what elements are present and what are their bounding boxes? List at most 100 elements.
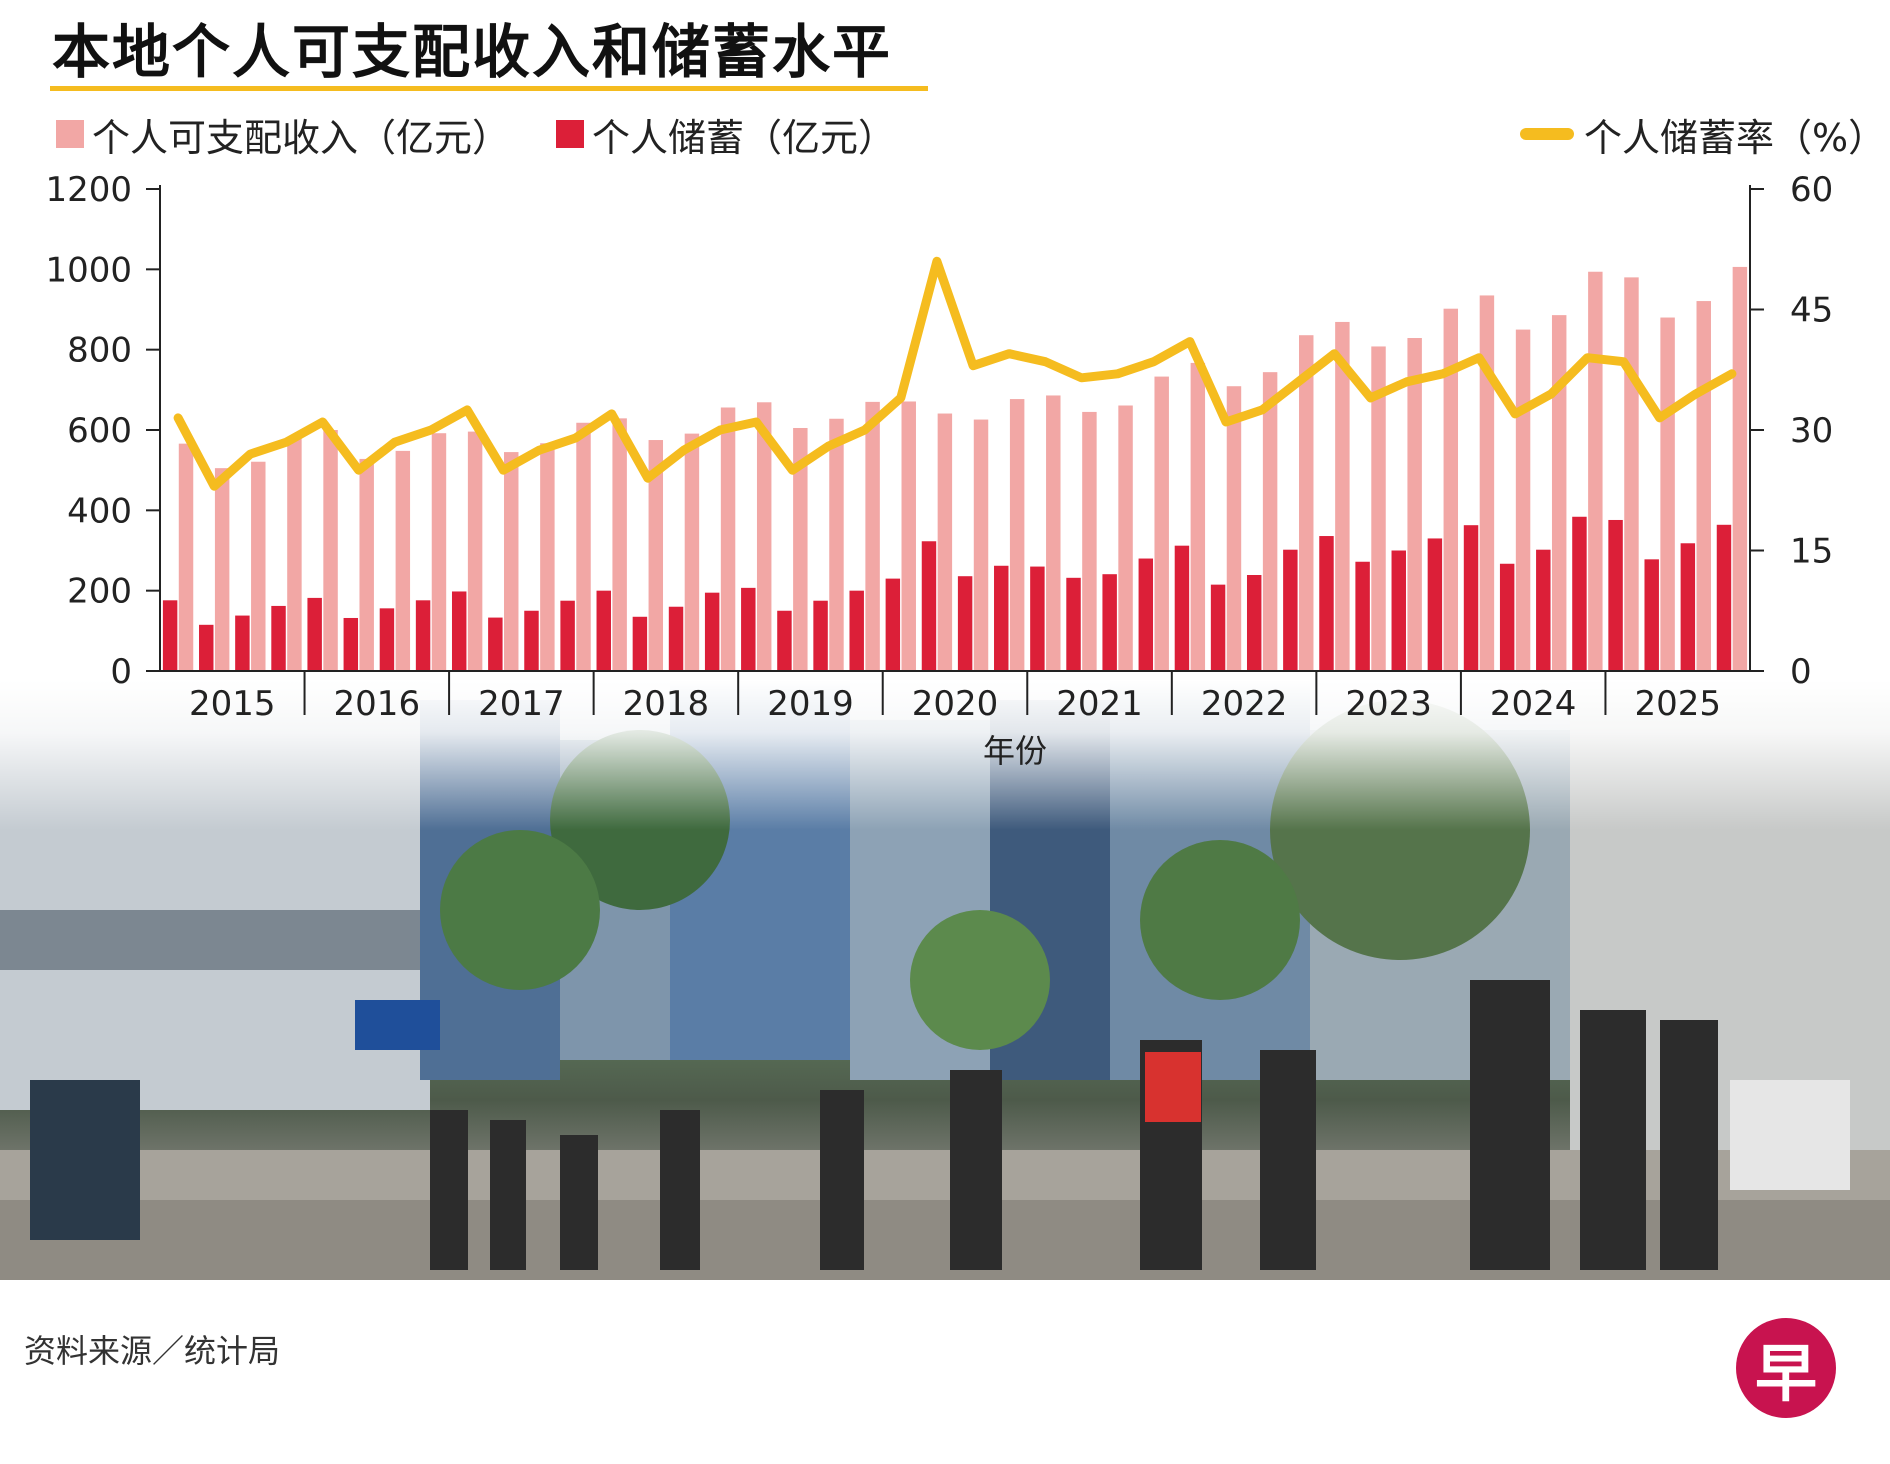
- bar-savings: [885, 578, 901, 671]
- bar-savings: [1608, 519, 1623, 671]
- bar-savings: [1138, 558, 1154, 671]
- x-tick-label: 2024: [1490, 684, 1577, 724]
- x-tick-label: 2019: [767, 684, 854, 724]
- left-tick-label: 0: [110, 652, 132, 692]
- bar-income: [937, 413, 953, 671]
- title-underline: [50, 86, 928, 91]
- bar-income: [1335, 321, 1350, 671]
- x-axis-label: 年份: [983, 732, 1047, 770]
- x-tick-label: 2023: [1345, 684, 1432, 724]
- right-tick-label: 45: [1790, 291, 1833, 331]
- bar-savings: [1644, 559, 1659, 671]
- x-tick-label: 2015: [189, 684, 276, 724]
- page-title: 本地个人可支配收入和储蓄水平: [52, 18, 893, 86]
- bar-savings: [957, 576, 973, 671]
- bar-savings: [777, 610, 792, 671]
- bar-income: [720, 407, 736, 671]
- bar-savings: [1391, 550, 1406, 671]
- bar-income: [973, 419, 989, 671]
- bar-income: [648, 440, 664, 671]
- bar-income: [1299, 335, 1314, 671]
- bar-savings: [1246, 575, 1262, 671]
- bar-savings: [813, 600, 828, 671]
- bar-income: [901, 401, 916, 671]
- bar-savings: [235, 615, 250, 671]
- legend-label-savings: 个人储蓄（亿元）: [592, 115, 897, 160]
- savings-chart: 0 200 400 600 800 1000 1200 0 15 30 45 60 2015 2016 20…: [45, 170, 1833, 770]
- bar-savings: [1283, 549, 1298, 671]
- right-tick-label: 15: [1790, 532, 1833, 572]
- bar-savings: [1572, 516, 1587, 671]
- bar-savings: [1030, 566, 1045, 671]
- bar-savings: [199, 624, 214, 671]
- right-tick-label: 30: [1790, 411, 1833, 451]
- bar-savings: [488, 617, 503, 671]
- bar-income: [1660, 317, 1675, 671]
- bar-income: [1262, 372, 1278, 671]
- bar-savings: [1536, 549, 1551, 671]
- x-tick-label: 2017: [478, 684, 565, 724]
- bar-income: [756, 402, 772, 671]
- bar-savings: [343, 617, 359, 671]
- bar-savings: [1102, 574, 1117, 671]
- bar-income: [1046, 395, 1061, 671]
- legend-label-rate: 个人储蓄率（%）: [1584, 115, 1887, 160]
- bar-income: [1515, 329, 1531, 671]
- legend-item-income: 个人可支配收入（亿元）: [56, 112, 510, 160]
- bar-income: [1407, 338, 1422, 671]
- x-tick-label: 2020: [912, 684, 999, 724]
- bar-income: [1732, 266, 1748, 671]
- bar-income: [1190, 362, 1206, 671]
- bar-income: [1551, 315, 1567, 671]
- legend-label-income: 个人可支配收入（亿元）: [92, 115, 511, 160]
- background-photo-street-crowd: [0, 680, 1890, 1280]
- right-tick-label: 0: [1790, 652, 1812, 692]
- x-tick-label: 2025: [1634, 684, 1721, 724]
- bar-income: [395, 450, 411, 671]
- bar-savings: [1210, 584, 1226, 671]
- bar-savings: [162, 600, 178, 671]
- bar-income: [1479, 295, 1495, 671]
- legend-swatch-income: [56, 120, 84, 148]
- bar-income: [1443, 308, 1459, 671]
- x-tick-label: 2016: [334, 684, 421, 724]
- legend-swatch-savings: [556, 120, 584, 148]
- bar-income: [540, 443, 555, 671]
- bar-income: [684, 433, 700, 671]
- bar-income: [287, 438, 302, 671]
- legend-item-rate: 个人储蓄率（%）: [1520, 112, 1886, 160]
- bar-savings: [1463, 525, 1479, 671]
- left-tick-label: 600: [67, 411, 132, 451]
- bar-savings: [379, 608, 395, 671]
- bar-income: [612, 418, 627, 671]
- zaobao-logo: 早: [1736, 1318, 1836, 1418]
- line-savings-rate: [173, 256, 1737, 491]
- bar-income: [1226, 386, 1242, 671]
- left-tick-label: 400: [67, 491, 132, 531]
- bar-savings: [271, 605, 286, 671]
- bar-savings: [994, 565, 1009, 671]
- bar-savings: [596, 590, 611, 671]
- x-tick-label: 2022: [1201, 684, 1288, 724]
- bar-income: [431, 433, 447, 671]
- bar-savings: [921, 541, 937, 671]
- bar-savings: [1427, 538, 1443, 671]
- bar-income: [1624, 277, 1639, 671]
- bar-income: [865, 401, 880, 671]
- bar-savings: [560, 600, 575, 671]
- bar-savings: [632, 616, 648, 671]
- bar-income: [1588, 271, 1603, 671]
- bar-savings: [451, 591, 467, 671]
- right-tick-label: 60: [1790, 170, 1833, 210]
- bar-savings: [1174, 545, 1190, 671]
- bar-income: [251, 461, 266, 671]
- bar-income: [1118, 405, 1133, 671]
- bar-savings: [849, 590, 864, 671]
- x-tick-label: 2018: [623, 684, 710, 724]
- bar-income: [1154, 376, 1169, 671]
- bar-income: [323, 430, 338, 671]
- bar-income: [576, 422, 591, 671]
- legend-item-savings: 个人储蓄（亿元）: [556, 112, 896, 160]
- bar-income: [359, 458, 374, 671]
- bar-income: [504, 452, 519, 671]
